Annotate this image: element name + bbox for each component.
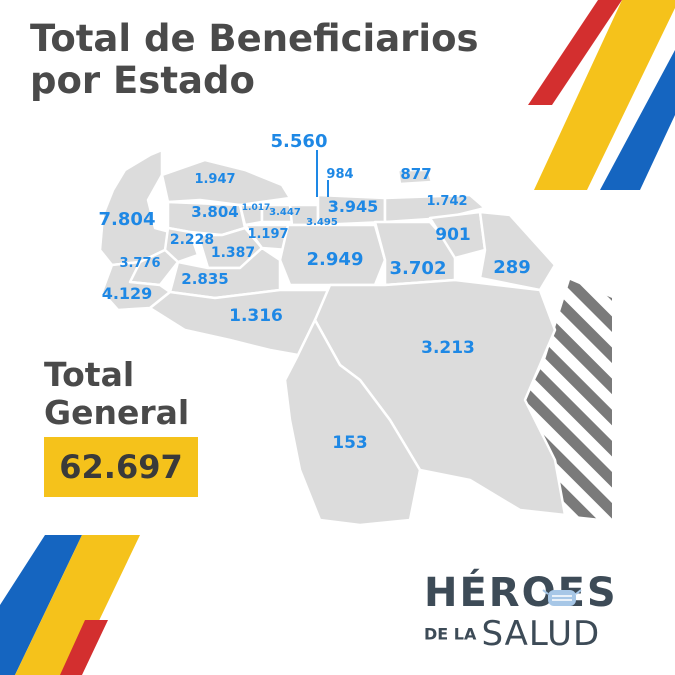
region-delta-amacuro: [478, 210, 557, 292]
flag-stripes-top-right: [528, 0, 675, 190]
value-tachira: 4.129: [102, 284, 153, 303]
value-merida: 3.776: [119, 256, 160, 271]
value-bolivar: 3.213: [421, 338, 475, 358]
logo-word-big: SALUD: [481, 614, 601, 654]
value-trujillo: 2.228: [170, 232, 214, 248]
value-anzoategui: 3.702: [390, 258, 447, 279]
state-values: 5.560 984 877 1.947 1.742 3.945 3.804 1.…: [99, 131, 531, 453]
page-title: Total de Beneficiarios por Estado: [30, 18, 479, 102]
value-distrito-capital: 5.560: [271, 131, 328, 152]
value-guarico: 2.949: [307, 249, 364, 270]
logo-word-top: HÉROES: [424, 570, 618, 616]
value-barinas: 2.835: [181, 270, 228, 288]
title-line-1: Total de Beneficiarios: [30, 17, 479, 60]
title-line-2: por Estado: [30, 59, 255, 102]
value-nueva-esparta: 877: [400, 165, 431, 183]
value-cojedes: 1.197: [247, 227, 288, 242]
face-mask-icon: [542, 589, 582, 606]
map-regions: [98, 148, 567, 527]
region-amazonas: [283, 318, 422, 527]
value-apure: 1.316: [229, 306, 283, 326]
logo-word-small: DE LA: [424, 624, 477, 644]
value-portuguesa: 1.387: [211, 245, 255, 261]
value-amazonas: 153: [332, 433, 368, 453]
logo-bottom-line: DE LA SALUD: [424, 614, 649, 654]
value-sucre: 1.742: [426, 194, 467, 209]
total-general-value: 62.697: [59, 448, 183, 486]
region-trujillo: [163, 226, 200, 264]
flag-stripes-bottom-left: [0, 535, 140, 675]
total-general-box: 62.697: [44, 437, 198, 497]
region-zulia: [98, 148, 172, 267]
total-general-label: Total General: [44, 356, 189, 432]
total-label-line-2: General: [44, 393, 190, 432]
value-monagas: 901: [435, 225, 471, 245]
value-delta-amacuro: 289: [493, 257, 531, 278]
total-label-line-1: Total: [44, 355, 135, 394]
value-falcon: 1.947: [194, 172, 235, 187]
value-la-guaira: 984: [326, 167, 353, 182]
value-aragua: 3.495: [306, 217, 338, 228]
value-miranda: 3.945: [328, 197, 379, 216]
value-lara: 3.804: [191, 203, 238, 221]
region-nueva-esparta: [396, 168, 434, 186]
value-zulia: 7.804: [99, 209, 156, 230]
heroes-de-la-salud-logo: HÉROES DE LA SALUD: [424, 570, 649, 655]
value-yaracuy: 1.017: [242, 203, 270, 213]
value-carabobo: 3.447: [269, 207, 301, 218]
guayana-esequiba-hatch: [525, 280, 612, 520]
